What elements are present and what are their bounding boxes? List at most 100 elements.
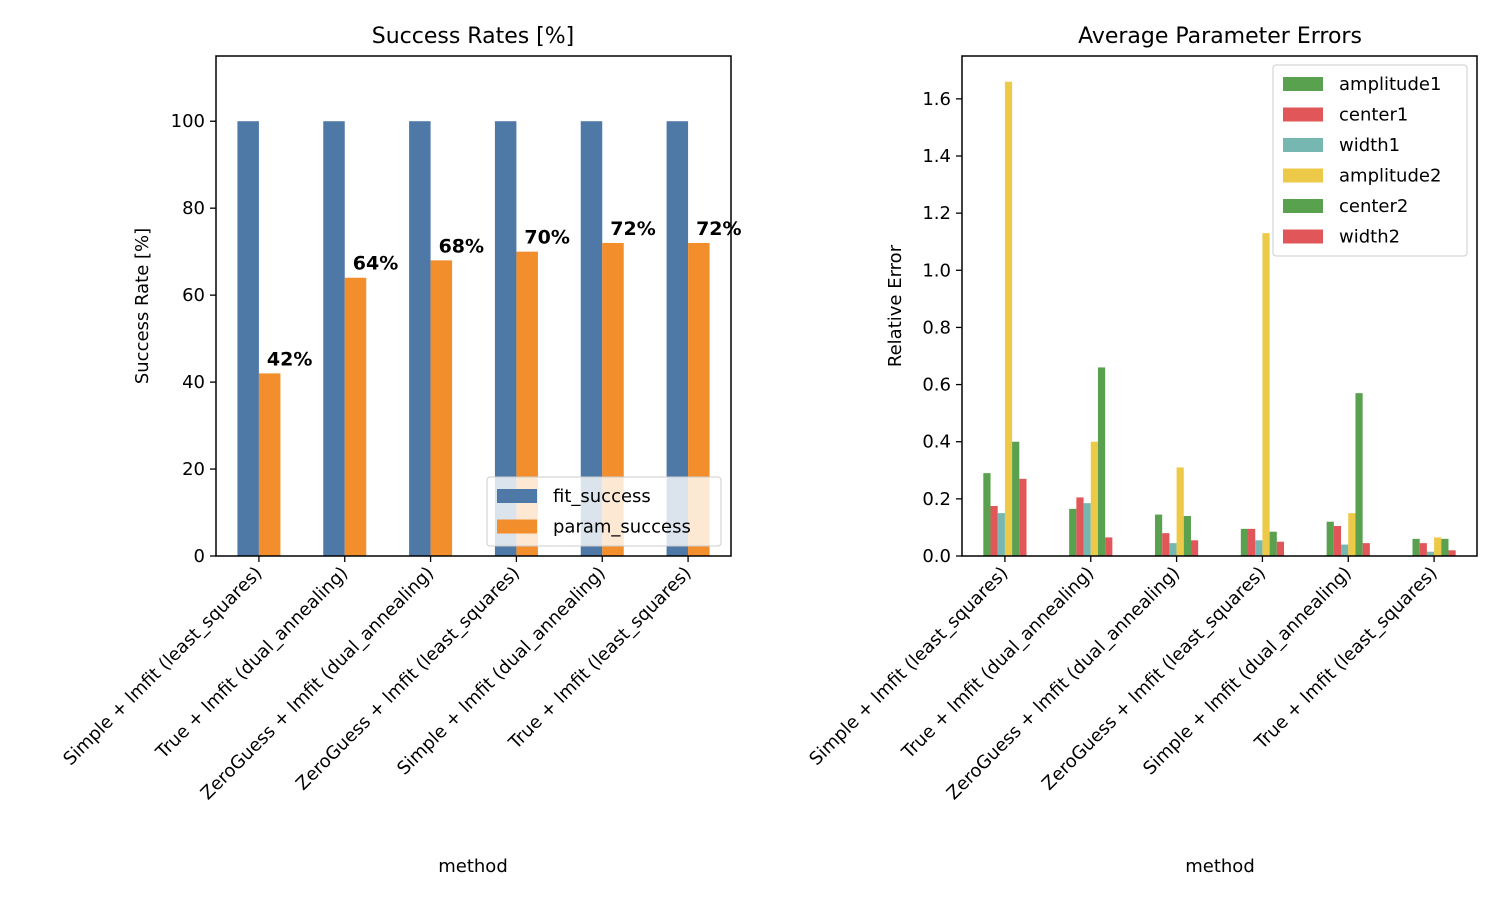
legend-label: amplitude1 bbox=[1339, 74, 1441, 95]
bar-center1 bbox=[990, 506, 998, 556]
bar-width1 bbox=[1255, 540, 1263, 556]
bar-width2 bbox=[1190, 540, 1199, 556]
bar-amplitude2 bbox=[1090, 441, 1098, 556]
bar-width1 bbox=[1083, 503, 1091, 556]
bar-width1 bbox=[1426, 551, 1435, 556]
axes-frame bbox=[961, 55, 1478, 557]
y-tick-label: 100 bbox=[171, 111, 205, 132]
y-axis-title: Success Rate [%] bbox=[132, 228, 153, 384]
bar-center2 bbox=[1183, 516, 1191, 556]
bar-amplitude2 bbox=[1348, 513, 1356, 556]
bar-amplitude2 bbox=[1434, 537, 1442, 556]
y-tick-label: 0.4 bbox=[922, 432, 951, 453]
y-tick-label: 0.0 bbox=[922, 546, 951, 567]
bar-center2 bbox=[1355, 393, 1363, 556]
y-axis-title: Relative Error bbox=[885, 244, 906, 367]
bar-param_success bbox=[258, 373, 281, 556]
bar-fit_success bbox=[237, 121, 259, 556]
bar-fit_success bbox=[666, 121, 689, 556]
bar-width2 bbox=[1448, 550, 1456, 556]
y-tick-label: 20 bbox=[182, 459, 205, 480]
bar-amplitude2 bbox=[1176, 467, 1184, 556]
bar-center1 bbox=[1162, 533, 1170, 556]
legend-label: fit_success bbox=[553, 486, 651, 507]
parameter-errors-chart: Average Parameter Errors Relative Error … bbox=[805, 24, 1478, 877]
bar-width2 bbox=[1362, 543, 1370, 556]
bar-center1 bbox=[1076, 497, 1084, 556]
y-tick-label: 0.8 bbox=[922, 317, 951, 338]
bar-fit_success bbox=[580, 121, 603, 556]
y-tick-label: 60 bbox=[182, 285, 205, 306]
bar-fit_success bbox=[409, 121, 431, 556]
y-tick-label: 80 bbox=[182, 198, 205, 219]
data-label: 42% bbox=[267, 348, 312, 370]
bar-amplitude1 bbox=[1412, 538, 1420, 556]
legend-swatch bbox=[497, 489, 537, 503]
bar-amplitude1 bbox=[1326, 521, 1334, 556]
bar-fit_success bbox=[323, 121, 345, 556]
bar-center1 bbox=[1419, 543, 1427, 556]
legend-label: center2 bbox=[1339, 196, 1408, 217]
y-tick-label: 1.0 bbox=[922, 260, 951, 281]
legend-label: center1 bbox=[1339, 105, 1408, 126]
data-label: 72% bbox=[610, 218, 655, 240]
bar-amplitude2 bbox=[1004, 81, 1013, 556]
chart-title: Average Parameter Errors bbox=[1078, 24, 1362, 49]
bar-width1 bbox=[1169, 543, 1177, 556]
bar-center2 bbox=[1269, 531, 1277, 556]
y-tick-label: 1.6 bbox=[922, 89, 951, 110]
legend-swatch bbox=[1283, 199, 1323, 213]
y-tick-label: 0.2 bbox=[922, 489, 951, 510]
legend-swatch bbox=[1283, 168, 1323, 183]
bar-amplitude2 bbox=[1262, 233, 1270, 556]
bar-center2 bbox=[1441, 538, 1449, 556]
bar-param_success bbox=[430, 260, 453, 556]
bar-center2 bbox=[1097, 367, 1106, 556]
bar-center2 bbox=[1012, 441, 1020, 556]
bar-width2 bbox=[1105, 537, 1113, 556]
bar-width2 bbox=[1276, 541, 1285, 556]
bar-center1 bbox=[1333, 526, 1342, 556]
bar-width2 bbox=[1019, 478, 1027, 556]
x-tick-label: True + lmfit (least_squares) bbox=[1250, 563, 1441, 754]
legend: fit_success param_success bbox=[486, 476, 722, 547]
x-axis-title: method bbox=[1185, 856, 1255, 877]
legend-label: width1 bbox=[1339, 135, 1400, 156]
success-rates-chart: Success Rates [%] Success Rate [%] metho… bbox=[59, 24, 741, 877]
y-tick-label: 0 bbox=[194, 546, 205, 567]
legend-box bbox=[486, 476, 722, 547]
legend-label: param_success bbox=[553, 517, 691, 538]
legend-swatch bbox=[1283, 77, 1323, 91]
bar-amplitude1 bbox=[1154, 514, 1163, 556]
y-tick-label: 1.4 bbox=[922, 146, 951, 167]
data-label: 64% bbox=[353, 253, 398, 275]
y-tick-label: 0.6 bbox=[922, 375, 951, 396]
legend-swatch bbox=[1283, 138, 1323, 152]
legend-swatch bbox=[1283, 107, 1323, 122]
data-label: 72% bbox=[696, 218, 741, 240]
bar-width1 bbox=[997, 513, 1005, 556]
bar-amplitude1 bbox=[1069, 508, 1077, 556]
legend-swatch bbox=[1283, 229, 1323, 244]
bar-amplitude1 bbox=[983, 473, 991, 556]
x-axis-title: method bbox=[438, 856, 508, 877]
bar-width1 bbox=[1341, 544, 1349, 556]
bar-fit_success bbox=[494, 121, 517, 556]
legend-label: width2 bbox=[1339, 227, 1400, 248]
bar-amplitude1 bbox=[1240, 528, 1249, 556]
data-label: 68% bbox=[439, 235, 484, 257]
legend-label: amplitude2 bbox=[1339, 166, 1441, 187]
bar-param_success bbox=[344, 277, 367, 556]
y-tick-label: 40 bbox=[182, 372, 205, 393]
data-label: 70% bbox=[524, 227, 569, 249]
axes-frame bbox=[215, 55, 732, 557]
legend: amplitude1 center1 width1 amplitude2 center2… bbox=[1272, 64, 1468, 257]
legend-swatch bbox=[497, 519, 537, 534]
x-tick-label: True + lmfit (least_squares) bbox=[504, 563, 695, 754]
chart-title: Success Rates [%] bbox=[372, 24, 575, 49]
y-tick-label: 1.2 bbox=[922, 203, 951, 224]
bar-center1 bbox=[1248, 528, 1256, 556]
